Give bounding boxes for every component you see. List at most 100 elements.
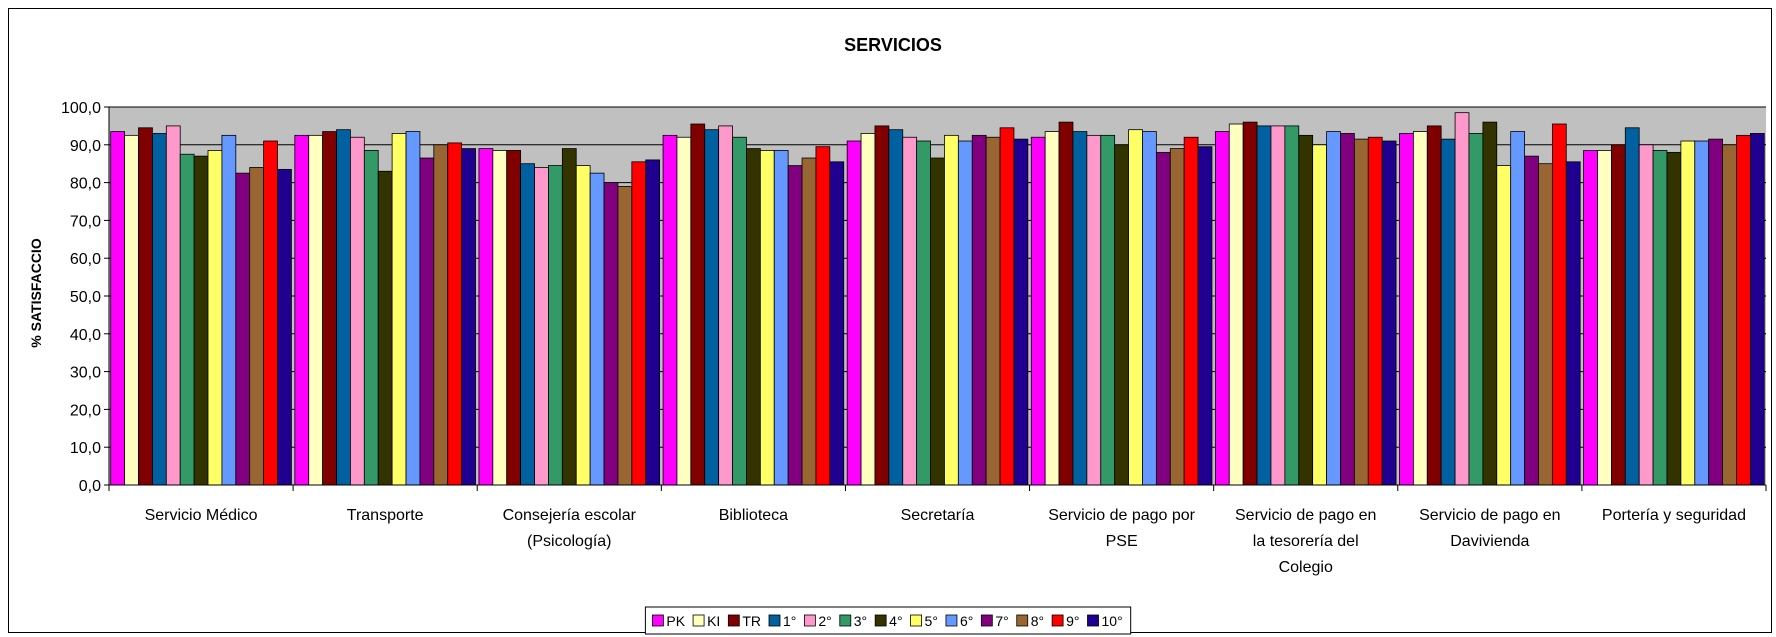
bar bbox=[1597, 150, 1612, 486]
legend-label: 9° bbox=[1066, 613, 1079, 629]
legend-label: PK bbox=[666, 613, 685, 629]
bar bbox=[829, 161, 845, 486]
bar bbox=[999, 127, 1015, 486]
bar bbox=[787, 165, 803, 486]
legend-label: 7° bbox=[995, 613, 1008, 629]
bar bbox=[1524, 155, 1539, 486]
legend-label: 6° bbox=[960, 613, 973, 629]
bar bbox=[336, 129, 351, 486]
bar bbox=[193, 155, 209, 486]
bar bbox=[1722, 144, 1737, 486]
bar bbox=[1270, 125, 1286, 486]
bar bbox=[1367, 136, 1383, 486]
bar bbox=[1482, 121, 1498, 486]
bar bbox=[1197, 146, 1213, 486]
bar bbox=[1468, 133, 1484, 486]
bar bbox=[589, 172, 605, 486]
y-tick-label: 90,0 bbox=[70, 138, 101, 155]
chart-title: SERVICIOS bbox=[844, 35, 942, 55]
legend-label: 3° bbox=[854, 613, 867, 629]
bar bbox=[1496, 165, 1512, 486]
y-tick-label: 40,0 bbox=[70, 327, 101, 344]
y-tick-label: 70,0 bbox=[70, 213, 101, 230]
legend-swatch bbox=[768, 614, 781, 627]
legend-swatch bbox=[727, 614, 740, 627]
bar bbox=[277, 168, 292, 486]
legend-swatch bbox=[803, 614, 816, 627]
bar bbox=[704, 129, 720, 486]
legend-label: 10° bbox=[1102, 613, 1123, 629]
bar bbox=[1312, 144, 1327, 486]
bar bbox=[718, 125, 733, 486]
bar bbox=[1298, 134, 1314, 486]
bar bbox=[1214, 131, 1230, 486]
y-tick-label: 30,0 bbox=[70, 365, 101, 382]
bar bbox=[1072, 131, 1088, 486]
bar bbox=[676, 136, 692, 486]
bar bbox=[506, 150, 522, 486]
legend-swatch bbox=[1087, 614, 1099, 627]
legend-label: 1° bbox=[783, 613, 796, 629]
bar bbox=[888, 129, 904, 486]
bar bbox=[662, 134, 678, 486]
bar bbox=[322, 131, 337, 486]
legend-swatch bbox=[839, 614, 852, 627]
bar bbox=[207, 150, 223, 486]
bar bbox=[930, 157, 945, 486]
bars-group bbox=[110, 112, 1765, 486]
x-category-label: Servicio de pago en la tesorería del Coleg… bbox=[1235, 507, 1376, 576]
bar bbox=[957, 140, 973, 486]
bar bbox=[235, 172, 251, 486]
bar bbox=[377, 170, 393, 486]
bar bbox=[575, 165, 591, 486]
bar bbox=[1381, 140, 1397, 486]
bar bbox=[1058, 121, 1074, 486]
y-tick-label: 50,0 bbox=[70, 289, 101, 306]
y-tick-label: 20,0 bbox=[70, 402, 101, 419]
bar bbox=[1013, 138, 1029, 486]
bar bbox=[1610, 144, 1626, 486]
bar bbox=[690, 123, 706, 486]
bar bbox=[815, 146, 831, 486]
bar bbox=[478, 148, 494, 486]
legend-swatch bbox=[1051, 614, 1064, 627]
bar bbox=[985, 136, 1001, 486]
bar bbox=[1680, 140, 1696, 486]
bar bbox=[110, 131, 126, 486]
bar bbox=[603, 182, 619, 486]
y-tick-label: 0,0 bbox=[79, 478, 101, 495]
bar bbox=[1340, 133, 1355, 486]
legend-label: 2° bbox=[818, 613, 831, 629]
bar bbox=[152, 133, 167, 486]
legend-swatch bbox=[945, 614, 958, 627]
bar bbox=[179, 153, 195, 486]
bar bbox=[124, 134, 139, 486]
legend-swatch bbox=[980, 614, 993, 627]
bar bbox=[1624, 127, 1640, 486]
bar bbox=[1114, 144, 1129, 486]
legend-swatch bbox=[692, 614, 705, 627]
bar bbox=[1326, 131, 1341, 486]
y-tick-label: 10,0 bbox=[70, 440, 101, 457]
bar bbox=[1736, 134, 1751, 486]
bar bbox=[902, 136, 918, 486]
bar bbox=[308, 134, 324, 486]
bar bbox=[263, 140, 278, 486]
bar bbox=[221, 134, 237, 486]
bar bbox=[1155, 151, 1171, 486]
bar bbox=[138, 127, 153, 486]
bar bbox=[631, 161, 647, 486]
bar bbox=[548, 165, 563, 486]
x-category-label: Servicio de pago por PSE bbox=[1048, 507, 1195, 550]
bar bbox=[1242, 121, 1258, 486]
bar bbox=[1353, 138, 1369, 486]
bar bbox=[1583, 150, 1598, 486]
legend-swatch bbox=[652, 614, 664, 627]
x-category-label: Transporte bbox=[347, 507, 424, 524]
bar bbox=[1538, 163, 1553, 486]
x-category-label: Portería y seguridad bbox=[1602, 507, 1746, 524]
x-category-label: Biblioteca bbox=[719, 507, 788, 524]
bar bbox=[1694, 140, 1710, 486]
bar bbox=[419, 157, 435, 486]
bar bbox=[732, 136, 747, 486]
